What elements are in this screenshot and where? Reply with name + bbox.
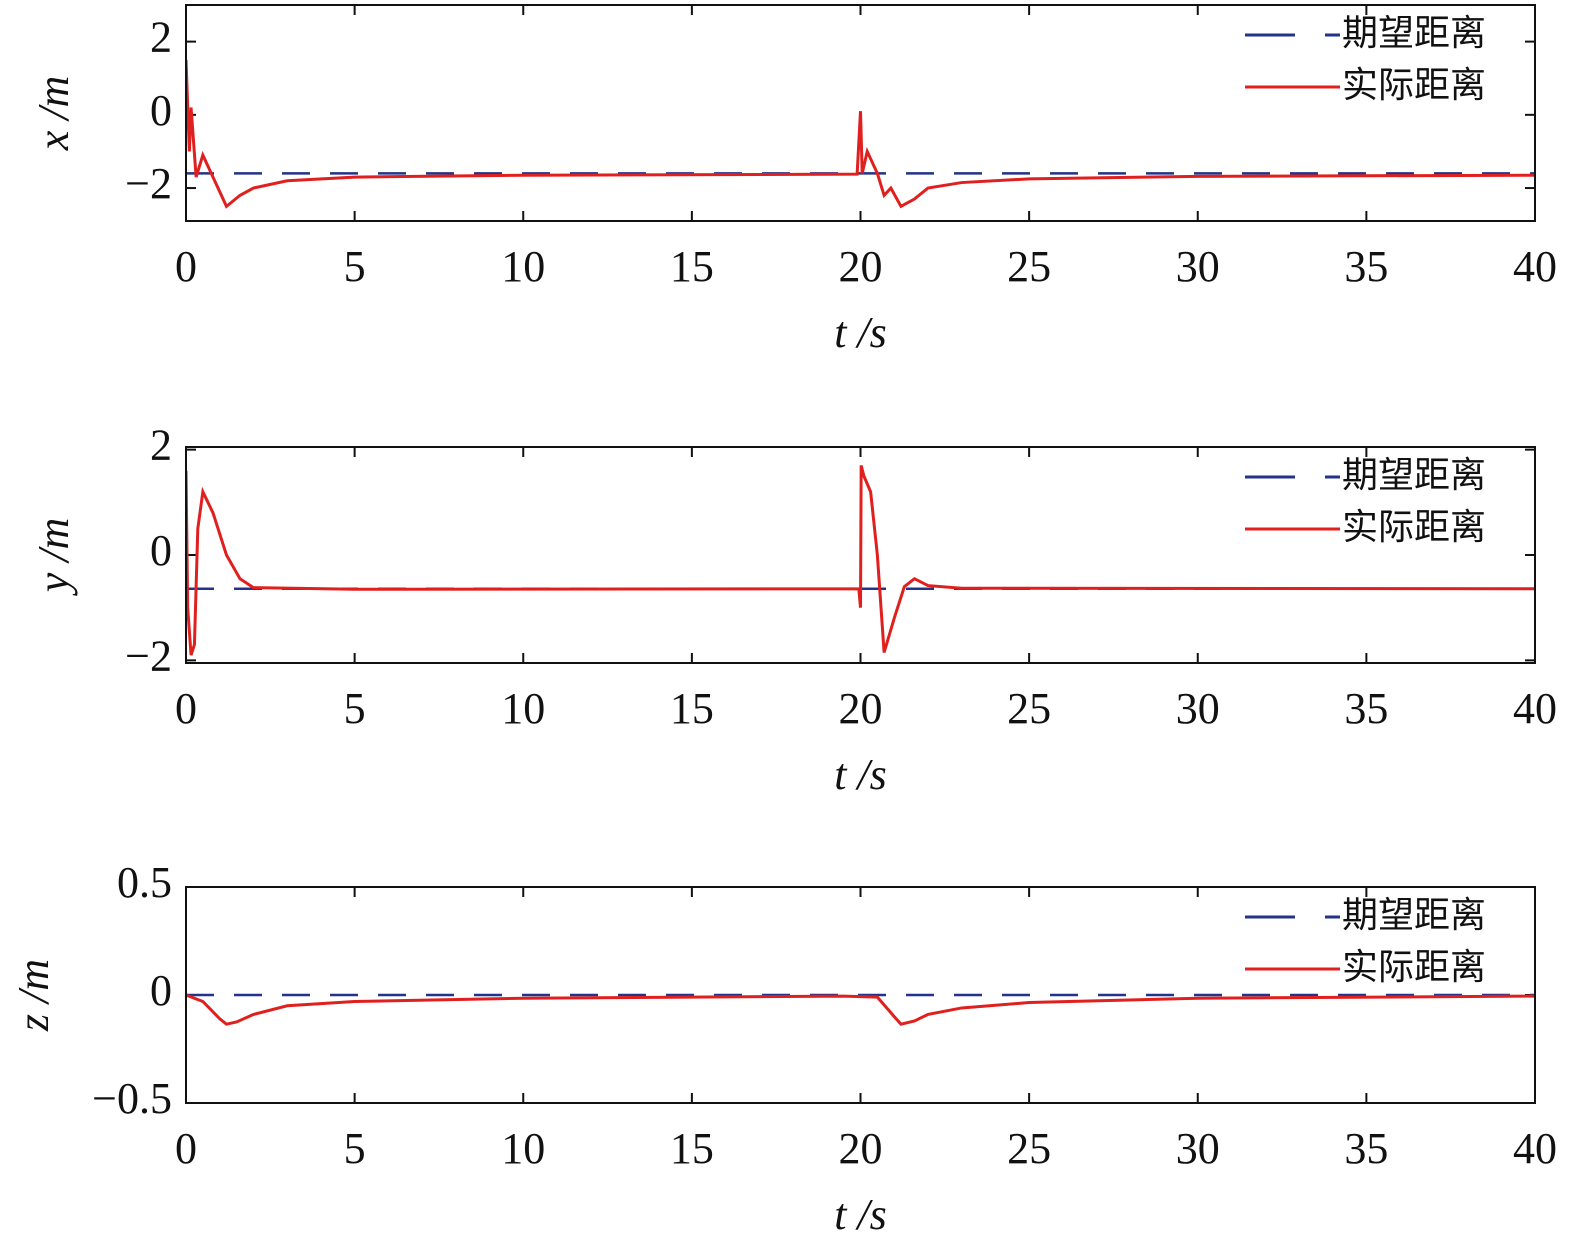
x-tick-label: 35	[1344, 1124, 1388, 1173]
y-tick-label: −2	[125, 159, 172, 208]
legend-label: 期望距离	[1342, 895, 1486, 936]
x-tick-label: 15	[670, 1124, 714, 1173]
x-tick-label: 0	[175, 242, 197, 291]
x-tick-label: 0	[175, 1124, 197, 1173]
y-axis-label: y /m	[29, 518, 78, 597]
y-tick-label: 0.5	[117, 858, 172, 907]
x-tick-label: 30	[1176, 1124, 1220, 1173]
x-axis-label: t /s	[834, 1190, 887, 1239]
y-tick-label: −0.5	[92, 1074, 172, 1123]
legend-label: 期望距离	[1342, 13, 1486, 54]
x-axis-label: t /s	[834, 750, 887, 799]
x-tick-label: 10	[501, 684, 545, 733]
x-tick-label: 20	[839, 1124, 883, 1173]
x-tick-label: 25	[1007, 1124, 1051, 1173]
legend-label: 期望距离	[1342, 455, 1486, 496]
x-tick-label: 5	[344, 1124, 366, 1173]
data-line	[186, 465, 1535, 656]
y-axis-label: x /m	[29, 76, 78, 152]
x-axis-label: t /s	[834, 308, 887, 357]
x-tick-label: 40	[1513, 684, 1557, 733]
x-tick-label: 35	[1344, 242, 1388, 291]
legend-label: 实际距离	[1342, 507, 1486, 548]
x-tick-label: 30	[1176, 242, 1220, 291]
x-tick-label: 25	[1007, 684, 1051, 733]
data-line	[186, 59, 1535, 209]
x-tick-label: 15	[670, 684, 714, 733]
legend-label: 实际距离	[1342, 947, 1486, 988]
legend-label: 实际距离	[1342, 65, 1486, 106]
y-tick-label: −2	[125, 631, 172, 680]
x-tick-label: 5	[344, 684, 366, 733]
axes-frame	[185, 886, 1536, 1104]
y-tick-label: 2	[150, 13, 172, 62]
x-tick-label: 40	[1513, 242, 1557, 291]
x-tick-label: 35	[1344, 684, 1388, 733]
data-line	[186, 993, 1535, 1026]
x-tick-label: 20	[839, 684, 883, 733]
x-tick-label: 10	[501, 242, 545, 291]
axes-frame	[185, 446, 1536, 664]
x-tick-label: 15	[670, 242, 714, 291]
y-tick-label: 0	[150, 86, 172, 135]
x-tick-label: 25	[1007, 242, 1051, 291]
y-axis-label: z /m	[9, 959, 58, 1032]
y-tick-label: 0	[150, 966, 172, 1015]
axes-frame	[185, 4, 1536, 222]
x-tick-label: 10	[501, 1124, 545, 1173]
y-tick-label: 0	[150, 526, 172, 575]
x-tick-label: 40	[1513, 1124, 1557, 1173]
x-tick-label: 5	[344, 242, 366, 291]
x-tick-label: 20	[839, 242, 883, 291]
y-tick-label: 2	[150, 421, 172, 470]
x-tick-label: 30	[1176, 684, 1220, 733]
x-tick-label: 0	[175, 684, 197, 733]
